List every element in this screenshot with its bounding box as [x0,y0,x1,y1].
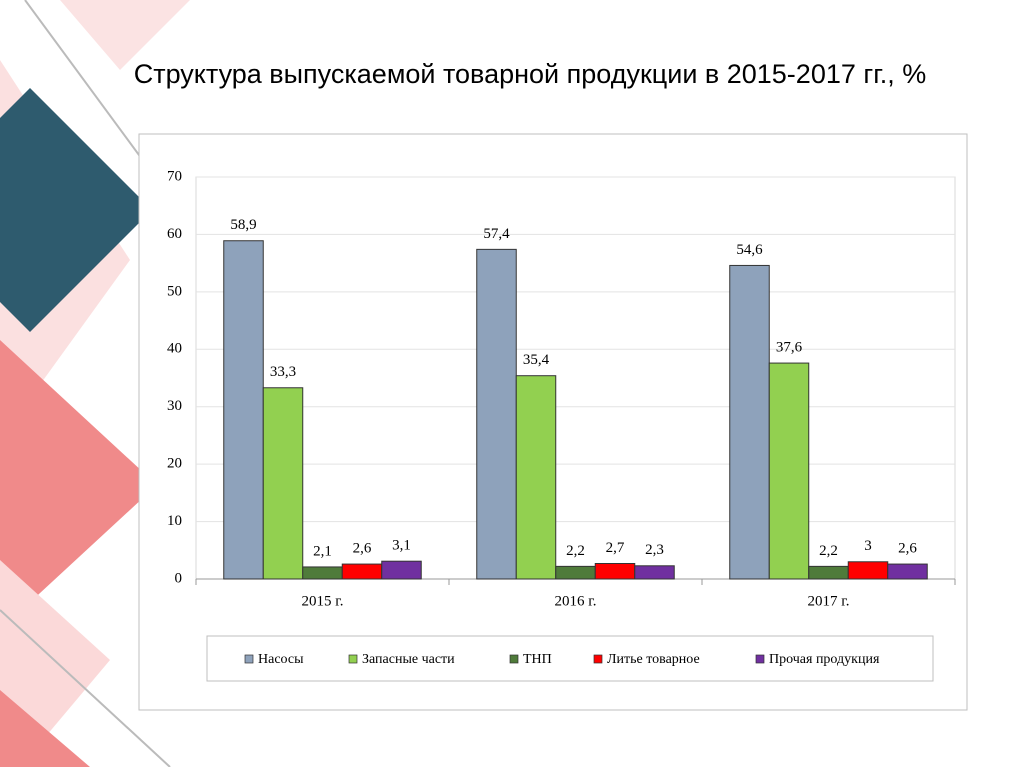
legend-label: Насосы [258,652,304,667]
legend-label: Запасные части [362,652,455,667]
decoration [0,0,190,767]
bar [768,362,810,580]
value-label: 58,9 [230,217,256,233]
legend-swatch [509,654,519,664]
value-label: 54,6 [736,242,763,258]
bar [729,264,770,580]
shape [60,0,190,70]
value-label: 35,4 [523,352,550,368]
y-tick-label: 40 [167,341,182,357]
legend-swatch [593,654,603,664]
value-label: 33,3 [270,364,296,380]
y-tick-label: 60 [167,226,182,242]
shape [0,340,157,630]
bar [476,248,517,580]
value-label: 2,2 [819,543,838,559]
chart-title: Структура выпускаемой товарной продукции… [134,59,927,89]
line [24,0,151,171]
value-label: 2,1 [313,543,332,559]
y-tick-label: 10 [167,513,182,529]
x-tick-label: 2017 г. [808,593,850,609]
bar [302,566,343,580]
bar [341,563,383,580]
y-tick-label: 20 [167,456,182,472]
bar [223,240,264,580]
bar [594,562,636,580]
y-tick-label: 50 [167,283,182,299]
legend-label: ТНП [523,652,552,667]
value-label: 37,6 [776,340,803,356]
bar [634,565,675,580]
value-label: 2,2 [566,543,585,559]
value-label: 57,4 [483,226,510,242]
x-tick-label: 2016 г. [555,593,597,609]
value-label: 2,6 [353,541,372,557]
line [0,609,171,767]
x-tick-label: 2015 г. [302,593,344,609]
legend-label: Прочая продукция [769,652,880,667]
bar [381,560,422,580]
value-label: 2,3 [645,542,664,558]
legend [206,635,934,682]
value-label: 2,6 [898,541,917,557]
bar [555,565,596,580]
value-label: 3,1 [392,538,411,554]
y-tick-label: 70 [167,168,182,184]
legend-swatch [244,654,254,664]
bar [887,563,928,580]
bar [262,387,304,580]
value-label: 2,7 [606,540,625,556]
bar [515,375,557,580]
shape [0,88,152,332]
legend-swatch [755,654,765,664]
y-tick-label: 30 [167,398,182,414]
bar [808,565,849,580]
value-label: 3 [864,538,872,554]
y-tick-label: 0 [175,570,183,586]
bar [847,561,889,580]
legend-swatch [348,654,358,664]
legend-label: Литье товарное [607,652,700,667]
shape [0,690,90,767]
